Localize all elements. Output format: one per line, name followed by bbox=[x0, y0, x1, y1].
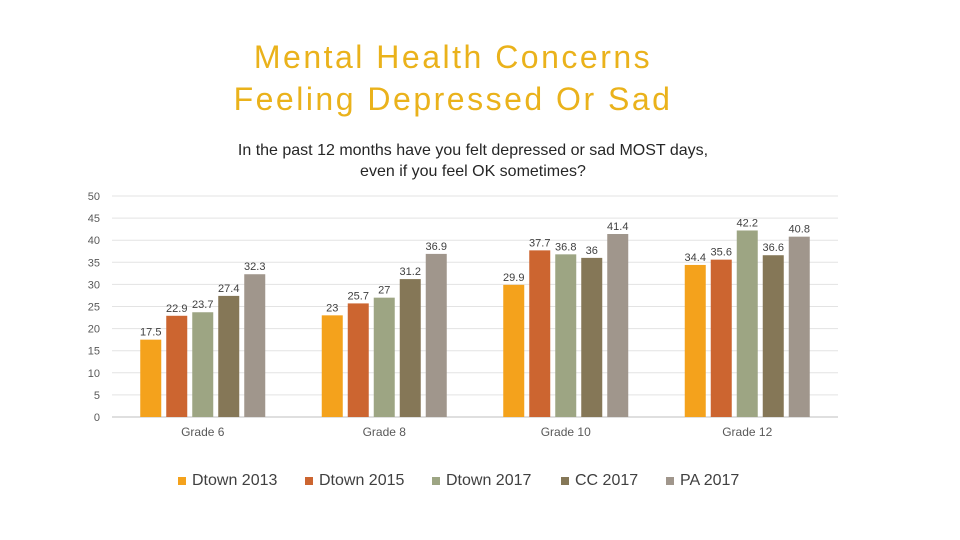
data-label: 34.4 bbox=[685, 252, 706, 264]
data-label: 17.5 bbox=[140, 327, 161, 339]
data-label: 36 bbox=[586, 245, 598, 257]
data-label: 36.8 bbox=[555, 241, 576, 253]
legend-label: Dtown 2015 bbox=[319, 472, 405, 489]
bar bbox=[399, 279, 421, 417]
data-label: 40.8 bbox=[789, 224, 810, 236]
chart-legend: Dtown 2013 Dtown 2015 Dtown 2017 CC 2017 PA … bbox=[0, 472, 960, 494]
bar bbox=[710, 259, 732, 417]
bar bbox=[607, 234, 629, 417]
bar bbox=[581, 257, 603, 417]
data-label: 27.4 bbox=[218, 283, 239, 295]
bar bbox=[503, 284, 525, 417]
y-tick-label: 40 bbox=[88, 235, 100, 247]
legend-swatch bbox=[561, 477, 569, 485]
bar bbox=[762, 255, 784, 417]
legend-swatch bbox=[666, 477, 674, 485]
y-tick-label: 20 bbox=[88, 324, 100, 336]
y-tick-label: 30 bbox=[88, 279, 100, 291]
y-tick-label: 5 bbox=[94, 390, 100, 402]
legend-swatch bbox=[178, 477, 186, 485]
legend-label: Dtown 2017 bbox=[446, 472, 532, 489]
data-label: 37.7 bbox=[529, 237, 550, 249]
x-category-label: Grade 10 bbox=[541, 425, 591, 439]
bar bbox=[684, 264, 706, 417]
bar bbox=[218, 295, 240, 417]
bar bbox=[788, 236, 810, 417]
bar bbox=[347, 303, 369, 417]
y-tick-label: 45 bbox=[88, 213, 100, 225]
chart-title-line1: In the past 12 months have you felt depr… bbox=[237, 142, 709, 159]
legend-label: CC 2017 bbox=[575, 472, 639, 489]
data-label: 25.7 bbox=[348, 290, 369, 302]
bar bbox=[425, 253, 447, 417]
legend-label: PA 2017 bbox=[680, 472, 740, 489]
bar bbox=[140, 339, 162, 417]
y-tick-label: 15 bbox=[88, 346, 100, 358]
slide-title: Mental Health Concerns Feeling Depressed… bbox=[0, 36, 906, 120]
data-label: 36.6 bbox=[763, 242, 784, 254]
legend-item: Dtown 2013 bbox=[178, 472, 277, 490]
legend-swatch bbox=[432, 477, 440, 485]
bar bbox=[373, 297, 395, 417]
legend-item: Dtown 2015 bbox=[305, 472, 404, 490]
data-label: 23.7 bbox=[192, 299, 213, 311]
legend-swatch bbox=[305, 477, 313, 485]
data-label: 23 bbox=[326, 302, 338, 314]
data-label: 22.9 bbox=[166, 303, 187, 315]
data-label: 31.2 bbox=[400, 266, 421, 278]
data-label: 35.6 bbox=[711, 247, 732, 259]
data-label: 27 bbox=[378, 285, 390, 297]
legend-item: PA 2017 bbox=[666, 472, 739, 490]
data-label: 36.9 bbox=[426, 241, 447, 253]
data-label: 41.4 bbox=[607, 221, 628, 233]
data-label: 29.9 bbox=[503, 272, 524, 284]
legend-item: Dtown 2017 bbox=[432, 472, 531, 490]
x-category-label: Grade 12 bbox=[722, 425, 772, 439]
x-category-label: Grade 8 bbox=[363, 425, 407, 439]
bar bbox=[244, 274, 266, 417]
y-tick-label: 35 bbox=[88, 257, 100, 269]
legend-item: CC 2017 bbox=[561, 472, 638, 490]
slide-title-line1: Mental Health Concerns bbox=[253, 39, 653, 75]
bar bbox=[736, 230, 758, 417]
y-tick-label: 25 bbox=[88, 302, 100, 314]
slide-title-line2: Feeling Depressed Or Sad bbox=[233, 81, 673, 117]
bar bbox=[529, 250, 551, 417]
chart-title: In the past 12 months have you felt depr… bbox=[0, 140, 946, 182]
data-label: 32.3 bbox=[244, 261, 265, 273]
bar bbox=[166, 315, 188, 417]
y-tick-label: 50 bbox=[88, 191, 100, 203]
legend-label: Dtown 2013 bbox=[192, 472, 278, 489]
y-tick-label: 10 bbox=[88, 368, 100, 380]
y-tick-label: 0 bbox=[94, 412, 100, 424]
x-category-label: Grade 6 bbox=[181, 425, 225, 439]
data-label: 42.2 bbox=[737, 217, 758, 229]
bar bbox=[555, 254, 577, 417]
bar bbox=[321, 315, 343, 417]
bar bbox=[192, 312, 214, 417]
chart-title-line2: even if you feel OK sometimes? bbox=[360, 163, 586, 180]
